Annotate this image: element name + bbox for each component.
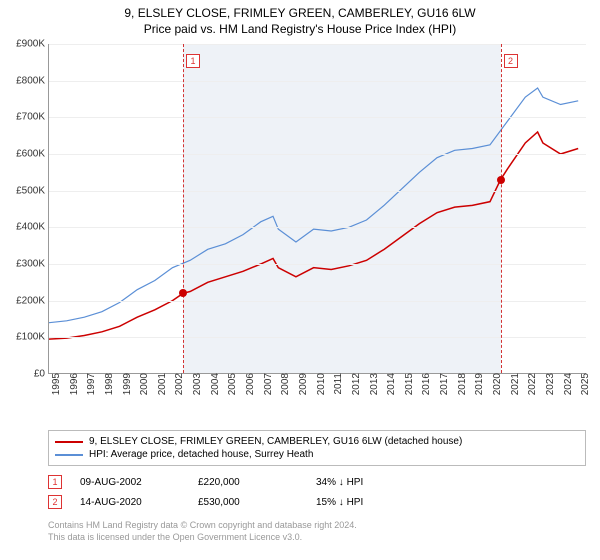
x-tick-label: 2011 <box>331 373 344 395</box>
legend-swatch-property <box>55 441 83 443</box>
gridline <box>49 81 586 82</box>
event-date-2: 14-AUG-2020 <box>80 497 180 508</box>
gridline <box>49 191 586 192</box>
x-tick-label: 2022 <box>525 373 538 395</box>
line-layer <box>49 44 587 374</box>
event-price-1: £220,000 <box>198 477 298 488</box>
x-tick-label: 2020 <box>490 373 503 395</box>
y-tick-label: £400K <box>16 222 49 233</box>
x-tick-label: 2006 <box>243 373 256 395</box>
x-tick-label: 1995 <box>49 373 62 395</box>
gridline <box>49 227 586 228</box>
gridline <box>49 301 586 302</box>
x-tick-label: 2025 <box>578 373 591 395</box>
event-marker-1: 1 <box>48 475 62 489</box>
event-marker-box: 1 <box>186 54 200 68</box>
event-dot <box>497 176 505 184</box>
y-tick-label: £100K <box>16 332 49 343</box>
plot-region: £0£100K£200K£300K£400K£500K£600K£700K£80… <box>48 44 586 374</box>
y-tick-label: £700K <box>16 112 49 123</box>
event-vline <box>183 44 184 373</box>
legend-item-hpi: HPI: Average price, detached house, Surr… <box>55 448 579 461</box>
x-tick-label: 2017 <box>437 373 450 395</box>
gridline <box>49 337 586 338</box>
x-tick-label: 2010 <box>314 373 327 395</box>
x-tick-label: 2012 <box>349 373 362 395</box>
x-tick-label: 2015 <box>402 373 415 395</box>
x-tick-label: 1996 <box>67 373 80 395</box>
x-tick-label: 2003 <box>190 373 203 395</box>
footer-attribution: Contains HM Land Registry data © Crown c… <box>48 520 586 543</box>
x-tick-label: 2001 <box>155 373 168 395</box>
x-tick-label: 2007 <box>261 373 274 395</box>
chart-title: 9, ELSLEY CLOSE, FRIMLEY GREEN, CAMBERLE… <box>0 0 600 20</box>
x-tick-label: 1997 <box>84 373 97 395</box>
x-tick-label: 2013 <box>367 373 380 395</box>
chart-area: £0£100K£200K£300K£400K£500K£600K£700K£80… <box>48 44 586 402</box>
event-vline <box>501 44 502 373</box>
x-tick-label: 2005 <box>225 373 238 395</box>
event-dot <box>179 289 187 297</box>
event-marker-2: 2 <box>48 495 62 509</box>
event-price-2: £530,000 <box>198 497 298 508</box>
gridline <box>49 117 586 118</box>
x-tick-label: 2023 <box>543 373 556 395</box>
gridline <box>49 154 586 155</box>
series-line-property <box>49 132 578 339</box>
x-tick-label: 2009 <box>296 373 309 395</box>
event-delta-2: 15% ↓ HPI <box>316 497 416 508</box>
event-delta-1: 34% ↓ HPI <box>316 477 416 488</box>
y-tick-label: £300K <box>16 259 49 270</box>
legend: 9, ELSLEY CLOSE, FRIMLEY GREEN, CAMBERLE… <box>48 430 586 466</box>
x-tick-label: 2024 <box>561 373 574 395</box>
event-row-1: 1 09-AUG-2002 £220,000 34% ↓ HPI <box>48 472 586 492</box>
x-tick-label: 1998 <box>102 373 115 395</box>
events-table: 1 09-AUG-2002 £220,000 34% ↓ HPI 2 14-AU… <box>48 472 586 512</box>
y-tick-label: £500K <box>16 185 49 196</box>
y-tick-label: £600K <box>16 149 49 160</box>
y-tick-label: £0 <box>34 369 49 380</box>
gridline <box>49 44 586 45</box>
x-tick-label: 2019 <box>472 373 485 395</box>
footer-line-1: Contains HM Land Registry data © Crown c… <box>48 520 586 532</box>
event-marker-box: 2 <box>504 54 518 68</box>
event-date-1: 09-AUG-2002 <box>80 477 180 488</box>
x-tick-label: 2016 <box>419 373 432 395</box>
x-tick-label: 2000 <box>137 373 150 395</box>
y-tick-label: £800K <box>16 75 49 86</box>
legend-label-property: 9, ELSLEY CLOSE, FRIMLEY GREEN, CAMBERLE… <box>89 436 462 447</box>
legend-item-property: 9, ELSLEY CLOSE, FRIMLEY GREEN, CAMBERLE… <box>55 435 579 448</box>
x-tick-label: 2018 <box>455 373 468 395</box>
x-tick-label: 2004 <box>208 373 221 395</box>
event-row-2: 2 14-AUG-2020 £530,000 15% ↓ HPI <box>48 492 586 512</box>
gridline <box>49 264 586 265</box>
x-tick-label: 2008 <box>278 373 291 395</box>
y-tick-label: £900K <box>16 39 49 50</box>
legend-label-hpi: HPI: Average price, detached house, Surr… <box>89 449 313 460</box>
y-tick-label: £200K <box>16 295 49 306</box>
legend-swatch-hpi <box>55 454 83 456</box>
footer-line-2: This data is licensed under the Open Gov… <box>48 532 586 544</box>
x-tick-label: 1999 <box>120 373 133 395</box>
x-tick-label: 2014 <box>384 373 397 395</box>
x-tick-label: 2002 <box>172 373 185 395</box>
x-tick-label: 2021 <box>508 373 521 395</box>
chart-subtitle: Price paid vs. HM Land Registry's House … <box>0 20 600 36</box>
series-line-hpi <box>49 88 578 323</box>
